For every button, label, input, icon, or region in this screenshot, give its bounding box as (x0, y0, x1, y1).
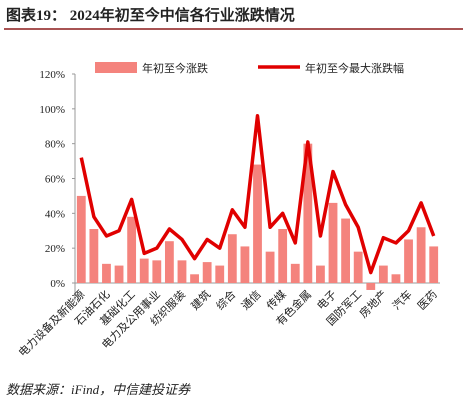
bar (89, 229, 99, 283)
x-tick-label: 建筑 (188, 287, 213, 312)
legend-swatch (95, 62, 137, 73)
bar (366, 283, 376, 290)
x-tick-label: 汽车 (389, 287, 414, 312)
x-tick-label: 医药 (415, 288, 440, 313)
bar (353, 251, 363, 283)
bar (177, 260, 187, 283)
bar (328, 202, 338, 283)
bar (391, 274, 401, 283)
bar (341, 218, 351, 283)
chart-title: 图表19： 2024年初至今中信各行业涨跌情况 (6, 6, 295, 24)
bar (114, 265, 124, 283)
bar (240, 246, 250, 283)
bar (152, 260, 162, 283)
bar (265, 251, 275, 283)
bar (378, 265, 388, 283)
bar (316, 265, 325, 283)
legend-label: 年初至今涨跌 (142, 61, 208, 75)
y-tick-label: 0% (50, 278, 65, 290)
bar (429, 246, 439, 283)
y-tick-label: 80% (45, 139, 65, 151)
y-tick-label: 100% (39, 104, 65, 116)
bar (127, 216, 137, 283)
bar (416, 227, 426, 283)
bar (253, 164, 262, 283)
y-tick-label: 60% (45, 174, 65, 186)
y-tick-label: 40% (45, 208, 65, 220)
y-tick-label: 120% (39, 69, 65, 81)
bar (290, 263, 300, 283)
bar (278, 229, 288, 283)
bar (227, 234, 237, 283)
bar (215, 265, 225, 283)
line (79, 114, 436, 275)
bar (139, 258, 149, 283)
bar (190, 274, 199, 283)
x-tick-label: 房地产 (356, 287, 389, 320)
bar (164, 241, 174, 283)
x-tick-label: 综合 (213, 287, 238, 312)
bar (102, 263, 111, 283)
bar (404, 239, 413, 283)
legend-label: 年初至今最大涨跌幅 (305, 61, 404, 75)
bar (202, 262, 212, 283)
bar (303, 143, 313, 283)
x-tick-label: 通信 (239, 288, 264, 313)
bar (76, 195, 86, 283)
y-tick-label: 20% (45, 243, 65, 255)
source: 数据来源：iFind，中信建投证券 (6, 382, 191, 397)
